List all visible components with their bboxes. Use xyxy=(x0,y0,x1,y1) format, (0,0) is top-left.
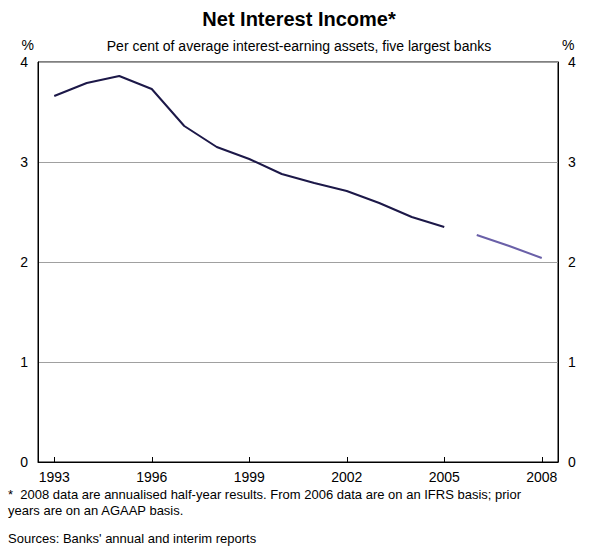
svg-text:years are on an AGAAP basis.: years are on an AGAAP basis. xyxy=(8,503,183,518)
svg-text:3: 3 xyxy=(20,154,28,170)
svg-text:0: 0 xyxy=(568,454,576,470)
svg-text:1: 1 xyxy=(20,354,28,370)
svg-text:1: 1 xyxy=(568,354,576,370)
svg-text:1993: 1993 xyxy=(39,469,70,485)
svg-text:%: % xyxy=(562,37,574,53)
svg-text:1999: 1999 xyxy=(234,469,265,485)
svg-text:4: 4 xyxy=(20,54,28,70)
svg-text:Net Interest Income*: Net Interest Income* xyxy=(202,8,396,30)
svg-text:* 2008 data are annualised ha: * 2008 data are annualised half-year res… xyxy=(8,487,525,502)
svg-text:2: 2 xyxy=(568,254,576,270)
svg-text:2: 2 xyxy=(20,254,28,270)
svg-text:%: % xyxy=(22,37,34,53)
svg-text:3: 3 xyxy=(568,154,576,170)
svg-text:2008: 2008 xyxy=(526,469,557,485)
svg-text:1996: 1996 xyxy=(136,469,167,485)
svg-text:Per cent of average interest-e: Per cent of average interest-earning ass… xyxy=(107,38,491,54)
svg-text:2005: 2005 xyxy=(429,469,460,485)
svg-text:0: 0 xyxy=(20,454,28,470)
svg-text:Sources: Banks' annual and int: Sources: Banks' annual and interim repor… xyxy=(8,531,257,546)
svg-text:2002: 2002 xyxy=(331,469,362,485)
svg-text:4: 4 xyxy=(568,54,576,70)
